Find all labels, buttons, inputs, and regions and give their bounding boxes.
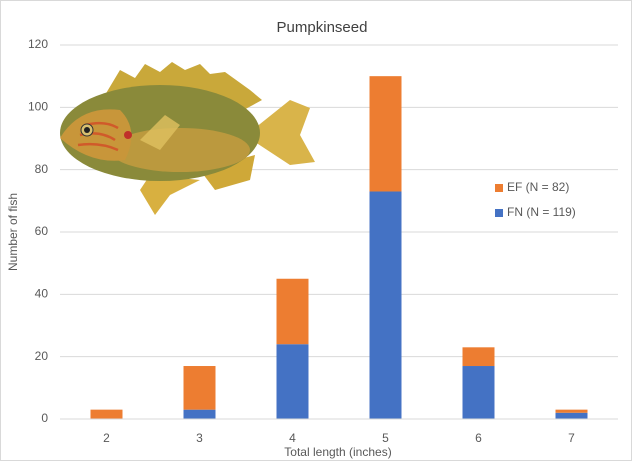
y-tick-label: 40 (35, 287, 49, 301)
bar-segment (276, 344, 309, 419)
bar-segment (462, 366, 495, 419)
y-tick-label: 0 (41, 411, 48, 425)
bar-segment (90, 409, 123, 419)
plot-area: 0 20 40 60 80 100 120 2 3 4 5 6 7 EF (N = 82) FN (N = … (28, 37, 618, 445)
x-tick-label: 4 (289, 431, 296, 445)
bar-segment (183, 409, 216, 419)
anal-fin (200, 155, 255, 190)
legend-swatch (495, 209, 503, 217)
x-tick-label: 6 (475, 431, 482, 445)
y-axis-label: Number of fish (6, 193, 20, 271)
legend-swatch (495, 184, 503, 192)
ear-spot (124, 131, 132, 139)
y-tick-label: 60 (35, 224, 49, 238)
pelvic-fin (140, 175, 200, 215)
x-tick-label: 5 (382, 431, 389, 445)
chart-title: Pumpkinseed (277, 19, 368, 36)
fish-illustration (60, 62, 315, 215)
bar-segment (555, 409, 588, 413)
fish-pupil (84, 127, 90, 133)
pectoral-fin (140, 115, 180, 150)
bar-segment (369, 191, 402, 419)
legend-label: FN (N = 119) (507, 205, 576, 219)
bar-segment (555, 412, 588, 419)
bar-segment (276, 278, 309, 345)
y-tick-label: 120 (28, 37, 48, 51)
x-tick-label: 2 (103, 431, 110, 445)
bar-segment (462, 347, 495, 367)
y-tick-label: 100 (28, 100, 48, 114)
bar-segment (369, 76, 402, 192)
x-tick-label: 3 (196, 431, 203, 445)
legend-label: EF (N = 82) (507, 180, 569, 194)
tail-fin (255, 100, 315, 165)
y-tick-label: 80 (35, 162, 49, 176)
y-tick-label: 20 (35, 349, 49, 363)
x-tick-label: 7 (568, 431, 575, 445)
x-axis-label: Total length (inches) (284, 445, 391, 459)
bar-segment (183, 366, 216, 410)
